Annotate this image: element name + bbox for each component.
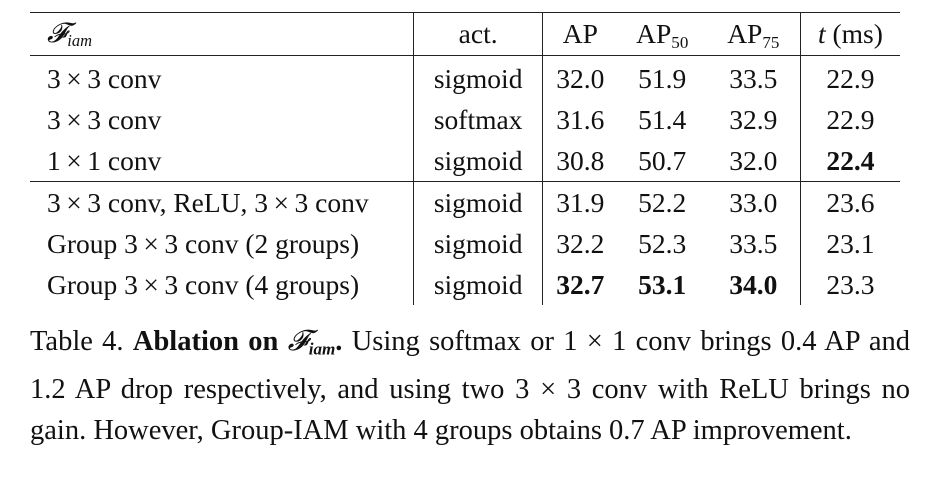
cell-act: sigmoid bbox=[413, 181, 543, 223]
table-row: 3 × 3 conv, ReLU, 3 × 3 conv sigmoid 31.… bbox=[30, 181, 900, 223]
cell-ap50: 51.4 bbox=[638, 103, 687, 135]
cell-ap50: 51.9 bbox=[638, 62, 687, 94]
ablation-table: 𝓕iam act. AP AP50 AP75 t (ms) 3 × 3 conv… bbox=[30, 12, 900, 305]
cell-time: 22.9 bbox=[826, 103, 875, 135]
cell-ap75: 33.0 bbox=[706, 181, 801, 223]
cell-ap75: 32.0 bbox=[706, 140, 801, 182]
cell-ap: 32.2 bbox=[556, 227, 605, 259]
cell-time: 23.3 bbox=[826, 268, 875, 300]
cell-ap75-best: 34.0 bbox=[706, 264, 801, 305]
header-act: act. bbox=[413, 12, 543, 56]
header-ap: AP bbox=[542, 12, 618, 56]
header-f-iam: 𝓕iam bbox=[30, 12, 414, 56]
cell-ap50: 50.7 bbox=[617, 140, 707, 182]
cell-time: 22.9 bbox=[826, 62, 875, 94]
cell-act: sigmoid bbox=[413, 223, 543, 264]
header-ap50: AP50 bbox=[617, 12, 707, 56]
cell-act: softmax bbox=[413, 99, 543, 140]
cell-fiam: 1 × 1 conv bbox=[30, 140, 414, 182]
cell-ap: 32.0 bbox=[556, 62, 605, 94]
cell-act: sigmoid bbox=[413, 264, 543, 305]
cell-ap50: 52.2 bbox=[638, 186, 687, 218]
table-header-row: 𝓕iam act. AP AP50 AP75 t (ms) bbox=[30, 12, 900, 56]
cell-ap50-best: 53.1 bbox=[638, 268, 687, 300]
cell-ap-best: 32.7 bbox=[556, 268, 605, 300]
table-row: 3 × 3 conv sigmoid 32.0 51.9 33.5 22.9 bbox=[30, 55, 900, 99]
f-subscript: iam bbox=[67, 30, 93, 50]
cell-ap: 30.8 bbox=[542, 140, 618, 182]
caption-text: Using softmax or 1 × 1 conv brings 0.4 A… bbox=[30, 326, 911, 447]
cell-time-best: 22.4 bbox=[800, 140, 900, 182]
header-time: t (ms) bbox=[800, 12, 900, 56]
caption-label: Table 4. bbox=[30, 326, 124, 357]
cell-time: 23.1 bbox=[826, 227, 875, 259]
cell-fiam: 3 × 3 conv, ReLU, 3 × 3 conv bbox=[47, 186, 369, 218]
cell-ap75: 32.9 bbox=[706, 99, 801, 140]
table-row: 3 × 3 conv softmax 31.6 51.4 32.9 22.9 bbox=[30, 99, 900, 140]
cell-ap75: 33.5 bbox=[706, 223, 801, 264]
cell-ap75: 33.5 bbox=[706, 55, 801, 99]
cell-fiam: Group 3 × 3 conv (2 groups) bbox=[47, 227, 360, 259]
table-row: 1 × 1 conv sigmoid 30.8 50.7 32.0 22.4 bbox=[30, 140, 900, 182]
cell-fiam: 3 × 3 conv bbox=[47, 62, 162, 94]
cell-ap: 31.6 bbox=[556, 103, 605, 135]
cell-act: sigmoid bbox=[413, 55, 543, 99]
table-row: Group 3 × 3 conv (2 groups) sigmoid 32.2… bbox=[30, 223, 900, 264]
cell-act: sigmoid bbox=[413, 140, 543, 182]
f-symbol: 𝓕 bbox=[47, 16, 68, 49]
cell-ap: 31.9 bbox=[556, 186, 605, 218]
table-caption: Table 4. Ablation on 𝓕iam. Using softmax… bbox=[30, 320, 910, 451]
cell-fiam: Group 3 × 3 conv (4 groups) bbox=[47, 268, 360, 300]
cell-fiam: 3 × 3 conv bbox=[47, 103, 162, 135]
table-row: Group 3 × 3 conv (4 groups) sigmoid 32.7… bbox=[30, 264, 900, 305]
header-ap75: AP75 bbox=[706, 12, 801, 56]
cell-time: 23.6 bbox=[826, 186, 875, 218]
caption-title: Ablation on 𝓕iam. bbox=[132, 324, 343, 359]
cell-ap50: 52.3 bbox=[638, 227, 687, 259]
